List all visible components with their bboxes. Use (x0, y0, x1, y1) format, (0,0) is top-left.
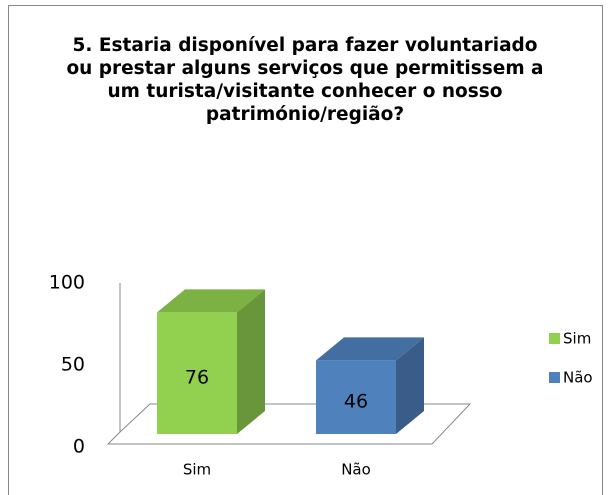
data-label: 76 (185, 367, 209, 389)
bar (316, 360, 396, 434)
data-label: 46 (344, 391, 368, 413)
bar-side (396, 337, 424, 434)
legend-swatch (549, 333, 560, 344)
legend-swatch (549, 372, 560, 383)
bar-top (157, 289, 265, 313)
bar-side (237, 289, 265, 434)
x-tick-label: Não (341, 461, 371, 479)
axis-walls (106, 283, 472, 445)
chart-frame (8, 5, 603, 495)
y-tick-label: 0 (73, 436, 85, 458)
bar (157, 312, 237, 434)
x-tick-label: Sim (183, 461, 211, 479)
y-tick-label: 50 (61, 354, 85, 376)
y-tick-label: 100 (49, 272, 85, 294)
bar-top (316, 337, 424, 361)
legend-label: Sim (563, 330, 591, 348)
legend-label: Não (563, 369, 593, 387)
chart-title: 5. Estaria disponível para fazer volunta… (66, 35, 544, 125)
